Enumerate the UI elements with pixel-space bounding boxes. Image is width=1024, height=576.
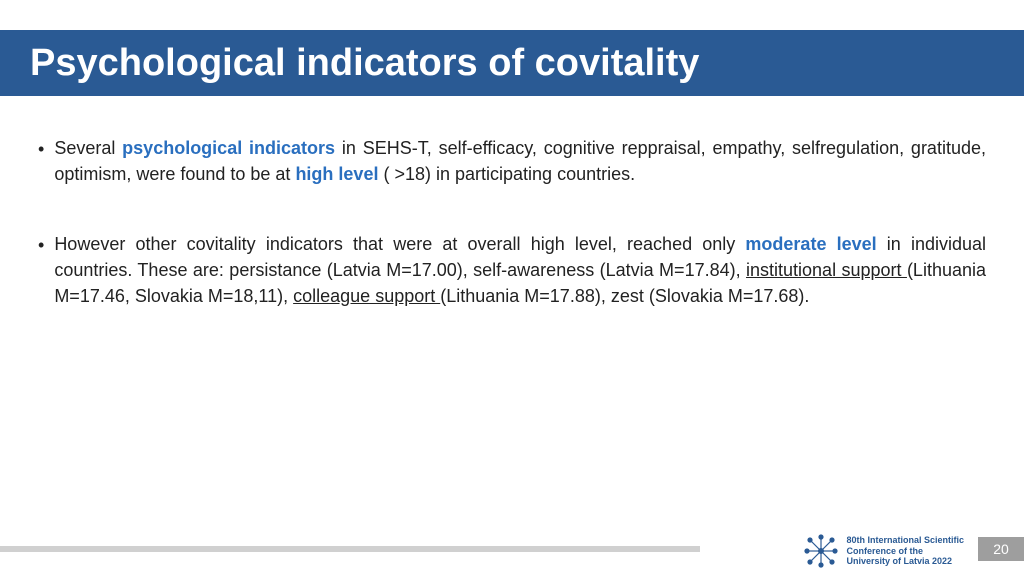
bullet-marker: • [38, 232, 44, 258]
underline-span: institutional support [746, 260, 907, 280]
bullet-marker: • [38, 136, 44, 162]
text-span: (Lithuania M=17.88), zest (Slovakia M=17… [440, 286, 809, 306]
bullet-item: • However other covitality indicators th… [38, 231, 986, 309]
text-span: ( >18) in participating countries. [378, 164, 635, 184]
slide: Psychological indicators of covitality •… [0, 0, 1024, 576]
text-span: Several [54, 138, 122, 158]
highlight-span: psychological indicators [122, 138, 335, 158]
bullet-item: • Several psychological indicators in SE… [38, 135, 986, 187]
content-area: • Several psychological indicators in SE… [38, 135, 986, 353]
highlight-span: moderate level [745, 234, 876, 254]
highlight-span: high level [295, 164, 378, 184]
page-number-badge: 20 [978, 537, 1024, 561]
bullet-text: Several psychological indicators in SEHS… [54, 135, 986, 187]
text-span: However other covitality indicators that… [54, 234, 745, 254]
underline-span: colleague support [293, 286, 440, 306]
slide-title: Psychological indicators of covitality [30, 42, 699, 85]
logo-line: University of Latvia 2022 [846, 556, 964, 566]
footer-strip: 20 [0, 542, 1024, 556]
title-bar: Psychological indicators of covitality [0, 30, 1024, 96]
bullet-text: However other covitality indicators that… [54, 231, 986, 309]
footer-bar [0, 546, 700, 552]
